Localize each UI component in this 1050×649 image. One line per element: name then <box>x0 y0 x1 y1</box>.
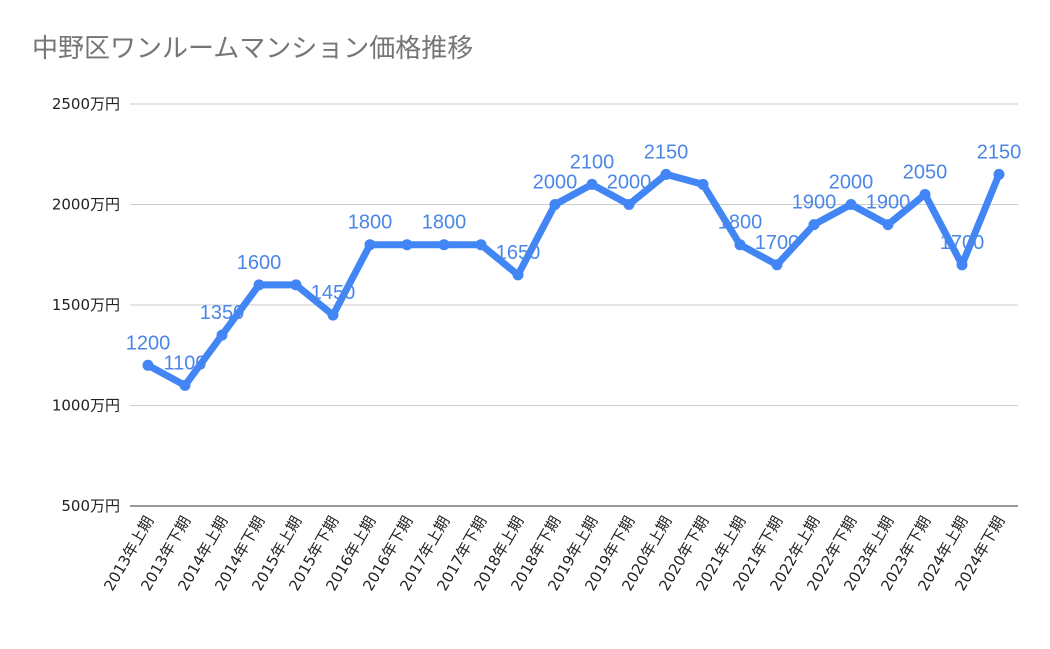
data-point <box>179 379 191 391</box>
data-point <box>364 239 376 251</box>
data-label: 2150 <box>977 141 1022 163</box>
x-axis: 2013年上期2013年下期2014年上期2014年下期2015年上期2015年… <box>100 513 1008 594</box>
data-point <box>438 239 450 251</box>
series-line <box>144 170 1003 389</box>
data-label: 2050 <box>903 161 948 183</box>
data-label: 1900 <box>866 192 911 214</box>
data-point <box>401 239 413 251</box>
data-label: 2150 <box>644 141 689 163</box>
y-axis: 500万円 1000万円 1500万円 2000万円 2500万円 <box>52 95 120 515</box>
data-point <box>549 199 561 210</box>
y-tick-label: 1000万円 <box>52 397 120 415</box>
data-label: 2100 <box>570 151 615 173</box>
data-label: 1800 <box>718 212 763 234</box>
data-label: 1700 <box>755 232 800 254</box>
y-tick-label: 2000万円 <box>52 196 120 214</box>
data-point <box>216 329 228 341</box>
series <box>142 168 1005 391</box>
data-label: 2000 <box>607 172 652 194</box>
data-point <box>475 239 487 251</box>
y-tick-label: 2500万円 <box>52 95 120 113</box>
data-point <box>919 188 931 200</box>
data-label: 2000 <box>829 172 874 194</box>
data-label: 1900 <box>792 192 837 214</box>
data-point <box>734 239 746 251</box>
data-point <box>327 309 339 321</box>
data-label: 1650 <box>496 242 541 264</box>
data-label: 1800 <box>422 212 467 234</box>
data-label: 1800 <box>348 212 393 234</box>
data-label: 1200 <box>126 332 171 354</box>
data-point <box>660 168 672 180</box>
data-point <box>586 178 598 190</box>
data-point <box>882 219 894 231</box>
data-point <box>771 259 783 271</box>
data-point <box>808 219 820 231</box>
data-label: 1700 <box>940 232 985 254</box>
gridlines <box>130 103 1018 507</box>
data-label: 1350 <box>200 302 245 324</box>
data-label: 1600 <box>237 252 282 274</box>
data-point <box>512 269 524 281</box>
data-point <box>253 279 265 291</box>
data-label: 1100 <box>163 352 206 374</box>
data-point <box>142 359 154 371</box>
data-point <box>845 199 857 210</box>
y-tick-label: 500万円 <box>61 497 120 515</box>
chart-title: 中野区ワンルームマンション価格推移 <box>32 34 474 64</box>
y-tick-label: 1500万円 <box>52 296 120 314</box>
data-label: 1450 <box>311 282 356 304</box>
data-point <box>697 178 709 190</box>
data-label: 2000 <box>533 172 578 194</box>
data-point <box>956 259 968 271</box>
data-point <box>623 199 635 210</box>
data-point <box>290 279 302 291</box>
data-point <box>993 168 1005 180</box>
